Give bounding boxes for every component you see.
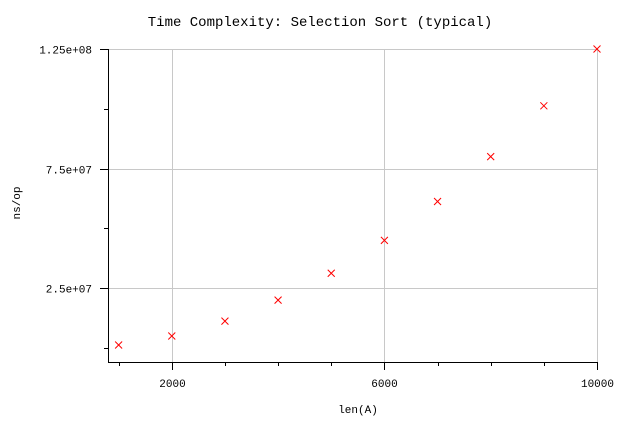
y-tick-label: 1.25e+08: [39, 46, 92, 58]
x-axis-label: len(A): [338, 405, 378, 417]
data-point: [114, 341, 123, 349]
grid-layer: [108, 49, 598, 362]
y-tick-label: 7.5e+07: [46, 166, 92, 178]
data-point: [593, 45, 601, 53]
x-tick-label: 2000: [159, 379, 185, 391]
data-point: [327, 269, 336, 278]
data-point: [486, 152, 495, 161]
data-point: [433, 197, 442, 206]
data-point: [274, 296, 282, 305]
y-axis-label: ns/op: [12, 186, 24, 219]
axis-layer: 2.5e+07 7.5e+07 1.25e+08 2000 6000 10000: [39, 46, 614, 392]
data-point: [380, 236, 389, 245]
y-tick-label: 2.5e+07: [46, 285, 92, 297]
x-tick-label: 6000: [371, 379, 397, 391]
marker-layer: [114, 45, 601, 349]
data-point: [221, 317, 229, 325]
data-point: [539, 101, 548, 110]
x-tick-label: 10000: [581, 379, 614, 391]
data-point: [167, 332, 176, 340]
chart-title: Time Complexity: Selection Sort (typical…: [148, 15, 492, 31]
